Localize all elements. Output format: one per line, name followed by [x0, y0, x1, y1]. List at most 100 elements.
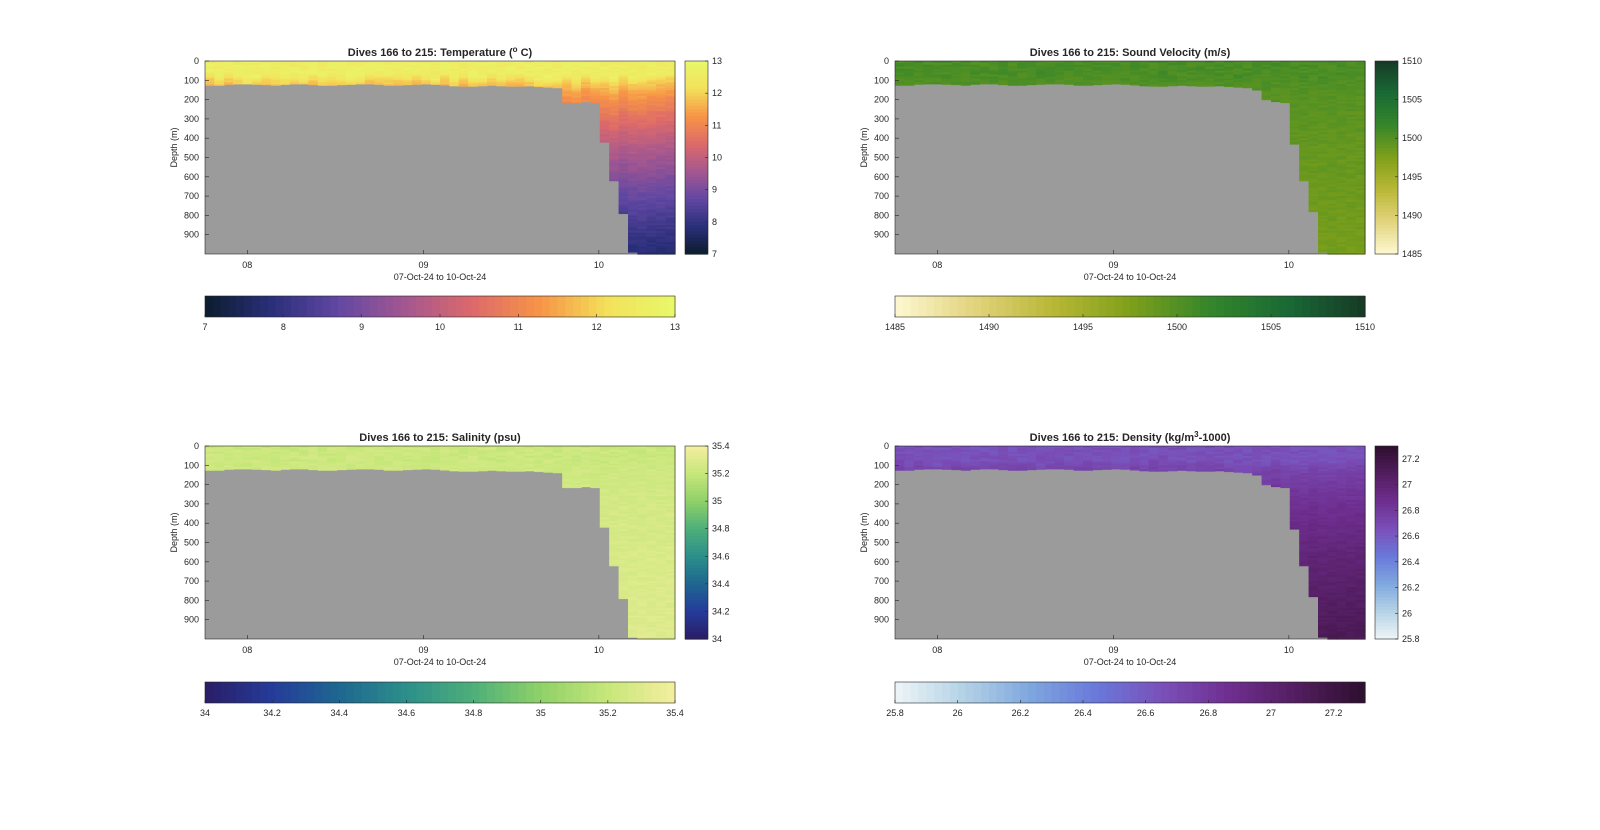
data-cell [1299, 143, 1310, 147]
data-cell [1289, 122, 1300, 126]
colorbar-horizontal-segment [1020, 296, 1029, 317]
colorbar-vertical-segment [685, 500, 708, 505]
data-cell [646, 569, 657, 573]
data-cell [656, 169, 667, 172]
data-cell [989, 80, 999, 83]
y-tick-label: 900 [184, 615, 199, 625]
data-cell [402, 80, 413, 83]
data-cell [562, 471, 573, 474]
data-cell [646, 143, 657, 147]
data-cell [628, 583, 638, 586]
colorbar-horizontal-label: 7 [202, 322, 207, 332]
data-cell [646, 538, 657, 542]
colorbar-horizontal-segment [1247, 296, 1256, 317]
data-cell [1336, 240, 1347, 244]
data-cell [1289, 80, 1300, 83]
data-cell [637, 453, 648, 457]
colorbar-horizontal-segment [1177, 296, 1186, 317]
data-cell [336, 455, 347, 459]
data-cell [599, 507, 610, 511]
data-cell [1308, 201, 1319, 205]
colorbar-horizontal-segment [220, 296, 230, 317]
data-cell [1308, 203, 1319, 207]
data-cell [665, 592, 676, 596]
data-cell [1318, 89, 1328, 93]
data-cell [1289, 455, 1300, 459]
data-cell [1139, 463, 1150, 466]
data-cell [618, 111, 629, 114]
colorbar-horizontal-segment [314, 682, 324, 703]
data-cell [665, 122, 676, 126]
data-cell [299, 451, 309, 455]
data-cell [1346, 153, 1357, 157]
data-cell [355, 74, 366, 78]
data-cell [1224, 86, 1234, 88]
data-cell [618, 199, 629, 203]
data-cell [665, 451, 676, 455]
data-cell [1017, 68, 1028, 72]
data-cell [1346, 223, 1357, 226]
data-cell [599, 515, 610, 519]
data-cell [628, 540, 638, 544]
data-cell [1299, 91, 1310, 95]
data-cell [637, 573, 648, 576]
data-cell [1355, 66, 1366, 70]
data-cell [1045, 66, 1056, 70]
colorbar-horizontal-segment [1122, 296, 1131, 317]
data-cell [637, 559, 648, 563]
data-cell [665, 521, 676, 524]
data-cell [998, 451, 1009, 455]
data-cell [1007, 465, 1018, 468]
data-cell [1092, 447, 1103, 451]
data-cell [1346, 143, 1357, 147]
data-cell [1318, 161, 1328, 164]
data-cell [656, 471, 667, 474]
data-cell [960, 469, 971, 471]
data-cell [1355, 246, 1366, 249]
data-cell [656, 68, 667, 72]
data-cell [599, 453, 610, 457]
data-cell [923, 82, 934, 85]
data-cell [1299, 109, 1310, 112]
data-cell [1289, 101, 1300, 105]
data-cell [346, 72, 356, 76]
colorbar-vertical-segment [685, 561, 708, 566]
data-cell [609, 145, 620, 149]
data-cell [1271, 446, 1281, 449]
data-cell [223, 68, 234, 72]
data-cell [656, 583, 667, 586]
data-cell [913, 451, 924, 455]
colorbar-horizontal-segment [1263, 296, 1272, 317]
data-cell [1308, 122, 1319, 126]
data-cell [1355, 201, 1366, 205]
data-cell [1355, 149, 1366, 153]
data-cell [646, 621, 657, 625]
data-cell [1007, 461, 1018, 464]
data-cell [656, 91, 667, 95]
data-cell [1299, 459, 1310, 463]
data-cell [1026, 78, 1037, 81]
data-cell [562, 476, 573, 480]
data-cell [1346, 82, 1357, 85]
data-cell [1224, 447, 1234, 451]
data-cell [609, 465, 620, 468]
data-cell [571, 474, 582, 478]
data-cell [942, 61, 952, 64]
data-cell [571, 480, 582, 484]
colorbar-horizontal-segment [400, 296, 410, 317]
data-cell [1054, 467, 1065, 470]
data-cell [411, 459, 422, 463]
data-cell [571, 476, 582, 480]
data-cell [1186, 455, 1197, 459]
data-cell [1214, 467, 1225, 470]
data-cell [904, 74, 915, 78]
data-cell [599, 501, 610, 505]
x-tick-label: 10 [594, 260, 604, 270]
data-cell [646, 230, 657, 234]
data-cell [618, 72, 629, 76]
data-cell [571, 61, 582, 64]
data-cell [571, 89, 582, 93]
colorbar-horizontal-segment [330, 296, 339, 317]
data-cell [599, 134, 610, 137]
data-cell [1327, 130, 1338, 134]
